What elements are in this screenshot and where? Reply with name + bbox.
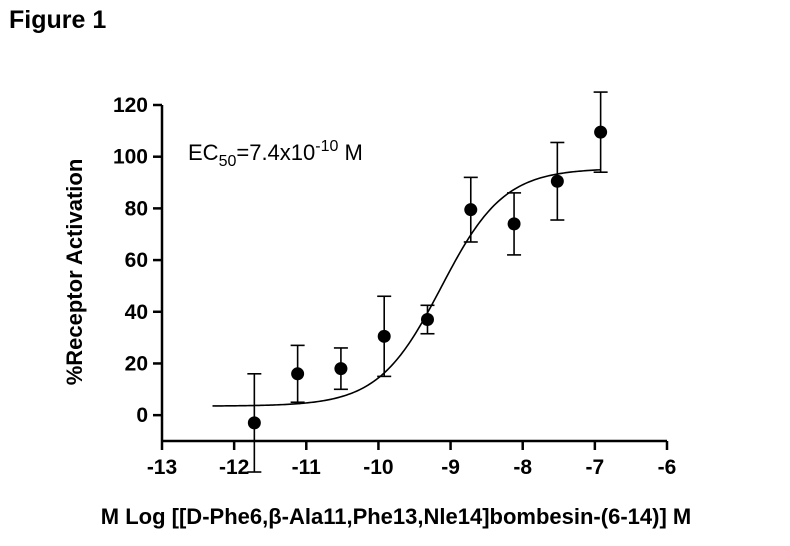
- data-point: [247, 416, 261, 430]
- y-tick-label: 120: [113, 94, 148, 117]
- data-point-group: [377, 295, 392, 378]
- ec50-superscript: -10: [315, 138, 338, 155]
- ec50-suffix: M: [338, 140, 362, 165]
- axes: 0 20 40 60 80 100 120 -13 -12 -11 -10 -9 -8 -7 -6: [113, 94, 676, 479]
- ec50-subscript: 50: [219, 153, 237, 170]
- points-layer: [247, 91, 608, 473]
- data-point-group: [550, 141, 565, 221]
- x-tick-label: -6: [658, 456, 677, 479]
- data-point: [594, 125, 608, 139]
- data-point: [334, 362, 348, 376]
- data-point: [464, 203, 478, 217]
- ec50-annotation: EC50=7.4x10-10 M: [188, 138, 363, 170]
- data-point-group: [463, 176, 478, 243]
- data-point: [377, 329, 391, 343]
- ec50-mid: =7.4x10: [236, 140, 315, 165]
- data-point: [550, 174, 564, 188]
- x-axis-title: M Log [[D-Phe6,β-Ala11,Phe13,Nle14]bombe…: [101, 504, 691, 529]
- y-tick-label: 100: [113, 146, 148, 169]
- figure-label: Figure 1: [9, 6, 107, 34]
- x-tick-label: -8: [513, 456, 532, 479]
- data-point-group: [593, 91, 608, 173]
- x-tick-label: -10: [363, 456, 393, 479]
- data-point-group: [290, 344, 305, 404]
- data-point: [420, 313, 434, 327]
- data-point: [291, 367, 305, 381]
- y-tick-label: 80: [125, 197, 148, 220]
- x-tick-label: -7: [586, 456, 605, 479]
- fit-curve: [212, 168, 601, 407]
- data-point-group: [247, 372, 262, 473]
- data-point-group: [420, 304, 435, 335]
- data-point-group: [333, 347, 348, 391]
- x-tick-label: -11: [292, 456, 322, 479]
- y-tick-label: 40: [125, 301, 148, 324]
- y-tick-label: 20: [125, 352, 148, 375]
- x-tick-label: -9: [441, 456, 460, 479]
- data-point-group: [507, 192, 522, 256]
- x-tick-label: -13: [147, 456, 177, 479]
- fit-layer: [212, 168, 601, 407]
- y-tick-label: 0: [136, 404, 148, 427]
- data-point: [507, 217, 521, 231]
- y-axis-title: %Receptor Activation: [62, 159, 87, 386]
- y-tick-label: 60: [125, 249, 148, 272]
- ec50-prefix: EC: [188, 140, 219, 165]
- x-tick-label: -12: [219, 456, 249, 479]
